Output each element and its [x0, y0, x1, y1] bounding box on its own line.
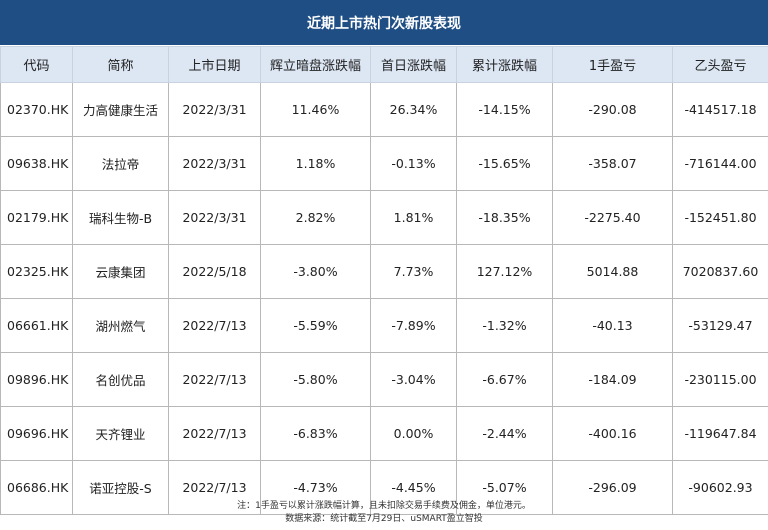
cell-first-day-change: 1.81% [370, 190, 457, 245]
cell-listing-date: 2022/5/18 [168, 244, 261, 299]
cell-code: 02370.HK [0, 82, 73, 137]
cell-name: 云康集团 [72, 244, 169, 299]
table-row: 06661.HK 湖州燃气 2022/7/13 -5.59% -7.89% -1.32% -… [0, 298, 768, 353]
table-row: 09696.HK 天齐锂业 2022/7/13 -6.83% 0.00% -2.44% -4… [0, 406, 768, 461]
cell-grey-market-change: 11.46% [260, 82, 371, 137]
footnote-line-2: 数据来源：统计截至7月29日、uSMART盈立智投 [285, 514, 483, 524]
table-title: 近期上市热门次新股表现 [0, 0, 768, 46]
cell-one-lot-pnl: 5014.88 [552, 244, 673, 299]
header-first-day-change: 首日涨跌幅 [370, 46, 457, 83]
cell-name: 法拉帝 [72, 136, 169, 191]
header-grey-market-change: 辉立暗盘涨跌幅 [260, 46, 371, 83]
cell-cumulative-change: 127.12% [456, 244, 553, 299]
table-row: 02370.HK 力高健康生活 2022/3/31 11.46% 26.34% -14.1… [0, 82, 768, 137]
cell-name: 天齐锂业 [72, 406, 169, 461]
cell-code: 09896.HK [0, 352, 73, 407]
cell-first-day-change: -7.89% [370, 298, 457, 353]
cell-cumulative-change: -14.15% [456, 82, 553, 137]
footnote-line-1: 注：1手盈亏以累计涨跌幅计算，且未扣除交易手续费及佣金，单位港元。 [237, 501, 531, 511]
cell-code: 06686.HK [0, 460, 73, 515]
cell-one-lot-pnl: -184.09 [552, 352, 673, 407]
cell-grey-market-change: -4.73% [260, 460, 371, 515]
cell-listing-date: 2022/3/31 [168, 82, 261, 137]
cell-first-day-change: -0.13% [370, 136, 457, 191]
cell-max-lot-pnl: -152451.80 [672, 190, 768, 245]
table-row: 09896.HK 名创优品 2022/7/13 -5.80% -3.04% -6.67% -… [0, 352, 768, 407]
cell-one-lot-pnl: -290.08 [552, 82, 673, 137]
cell-code: 09638.HK [0, 136, 73, 191]
cell-name: 瑞科生物-B [72, 190, 169, 245]
cell-listing-date: 2022/7/13 [168, 298, 261, 353]
cell-grey-market-change: -5.80% [260, 352, 371, 407]
cell-listing-date: 2022/3/31 [168, 190, 261, 245]
cell-code: 06661.HK [0, 298, 73, 353]
cell-max-lot-pnl: -230115.00 [672, 352, 768, 407]
cell-name: 力高健康生活 [72, 82, 169, 137]
cell-max-lot-pnl: -53129.47 [672, 298, 768, 353]
table-row: 09638.HK 法拉帝 2022/3/31 1.18% -0.13% -15.65% -3… [0, 136, 768, 191]
cell-one-lot-pnl: -296.09 [552, 460, 673, 515]
cell-cumulative-change: -18.35% [456, 190, 553, 245]
cell-max-lot-pnl: -119647.84 [672, 406, 768, 461]
cell-first-day-change: -3.04% [370, 352, 457, 407]
header-code: 代码 [0, 46, 73, 83]
header-name: 简称 [72, 46, 169, 83]
header-cumulative-change: 累计涨跌幅 [456, 46, 553, 83]
cell-first-day-change: 26.34% [370, 82, 457, 137]
cell-max-lot-pnl: -90602.93 [672, 460, 768, 515]
cell-grey-market-change: 1.18% [260, 136, 371, 191]
cell-name: 名创优品 [72, 352, 169, 407]
header-row: 代码 简称 上市日期 辉立暗盘涨跌幅 首日涨跌幅 累计涨跌幅 1手盈亏 乙头盈亏 [0, 46, 768, 83]
footnote: 注：1手盈亏以累计涨跌幅计算，且未扣除交易手续费及佣金，单位港元。 数据来源：统… [0, 495, 768, 530]
cell-one-lot-pnl: -400.16 [552, 406, 673, 461]
cell-max-lot-pnl: -716144.00 [672, 136, 768, 191]
cell-code: 09696.HK [0, 406, 73, 461]
table-row: 06686.HK 诺亚控股-S 2022/7/13 -4.73% -4.45% -5.07… [0, 460, 768, 515]
cell-listing-date: 2022/7/13 [168, 406, 261, 461]
cell-one-lot-pnl: -358.07 [552, 136, 673, 191]
header-max-lot-pnl: 乙头盈亏 [672, 46, 768, 83]
cell-grey-market-change: 2.82% [260, 190, 371, 245]
cell-cumulative-change: -1.32% [456, 298, 553, 353]
cell-name: 湖州燃气 [72, 298, 169, 353]
stock-performance-table: 代码 简称 上市日期 辉立暗盘涨跌幅 首日涨跌幅 累计涨跌幅 1手盈亏 乙头盈亏… [0, 46, 768, 515]
cell-max-lot-pnl: -414517.18 [672, 82, 768, 137]
table-row: 02325.HK 云康集团 2022/5/18 -3.80% 7.73% 127.12% 5… [0, 244, 768, 299]
cell-cumulative-change: -6.67% [456, 352, 553, 407]
cell-name: 诺亚控股-S [72, 460, 169, 515]
cell-one-lot-pnl: -2275.40 [552, 190, 673, 245]
cell-listing-date: 2022/7/13 [168, 352, 261, 407]
cell-listing-date: 2022/3/31 [168, 136, 261, 191]
cell-code: 02325.HK [0, 244, 73, 299]
cell-one-lot-pnl: -40.13 [552, 298, 673, 353]
cell-cumulative-change: -15.65% [456, 136, 553, 191]
cell-grey-market-change: -6.83% [260, 406, 371, 461]
table-row: 02179.HK 瑞科生物-B 2022/3/31 2.82% 1.81% -18.35%… [0, 190, 768, 245]
cell-grey-market-change: -5.59% [260, 298, 371, 353]
cell-cumulative-change: -2.44% [456, 406, 553, 461]
cell-first-day-change: 7.73% [370, 244, 457, 299]
cell-first-day-change: 0.00% [370, 406, 457, 461]
header-listing-date: 上市日期 [168, 46, 261, 83]
cell-max-lot-pnl: 7020837.60 [672, 244, 768, 299]
header-one-lot-pnl: 1手盈亏 [552, 46, 673, 83]
cell-grey-market-change: -3.80% [260, 244, 371, 299]
cell-code: 02179.HK [0, 190, 73, 245]
